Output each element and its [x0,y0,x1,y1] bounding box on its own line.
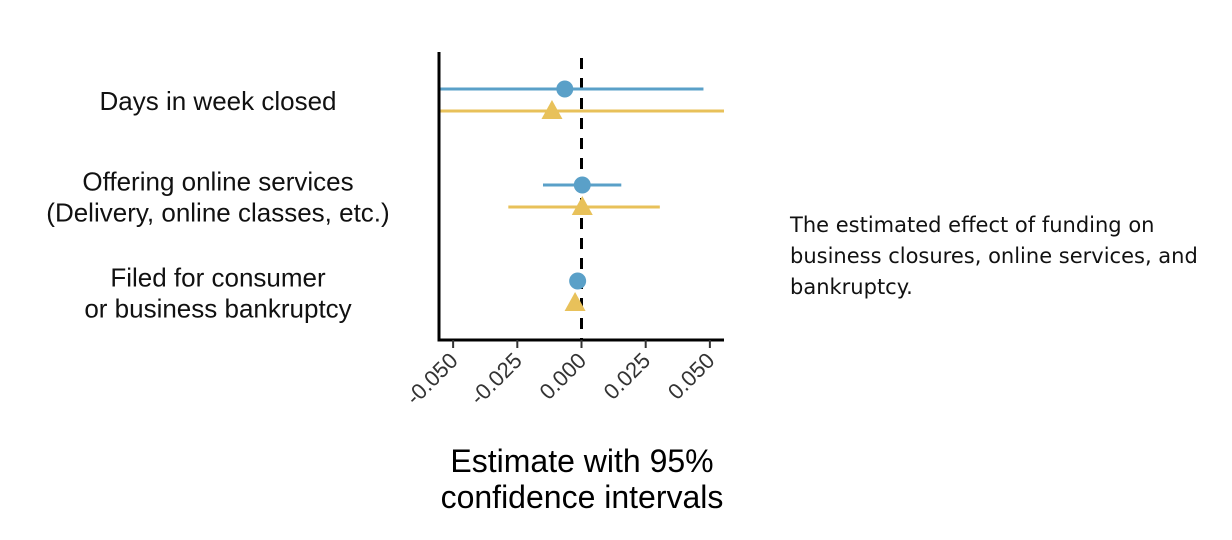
estimate-point-triangle [571,196,593,215]
estimate-point-circle [573,176,591,194]
plot-area [437,52,724,340]
category-label: Offering online services [82,167,353,197]
estimate-point-triangle [564,292,586,311]
category-label: (Delivery, online classes, etc.) [46,198,389,228]
estimate-point-circle [556,80,574,98]
category-label: Days in week closed [100,86,337,116]
x-axis: -0.050 -0.025 0.000 0.025 0.050 [401,338,724,410]
x-tick-label: 0.050 [663,348,720,405]
x-tick-label: -0.025 [465,348,527,410]
x-axis-title-line: Estimate with 95% [450,443,713,479]
category-label: Filed for consumer [110,263,326,293]
x-tick-label: 0.025 [599,348,656,405]
x-tick-label: 0.000 [534,348,591,405]
category-label: or business bankruptcy [84,294,351,324]
x-axis-title-line: confidence intervals [441,479,724,515]
x-axis-label: Estimate with 95%confidence intervals [441,443,724,515]
estimate-point-triangle [541,100,563,119]
category-labels: Days in week closed Offering online servi… [46,86,389,324]
estimate-point-circle [569,272,587,290]
x-tick-label: -0.050 [401,348,463,410]
figure-caption: The estimated effect of funding on busin… [790,213,1198,299]
